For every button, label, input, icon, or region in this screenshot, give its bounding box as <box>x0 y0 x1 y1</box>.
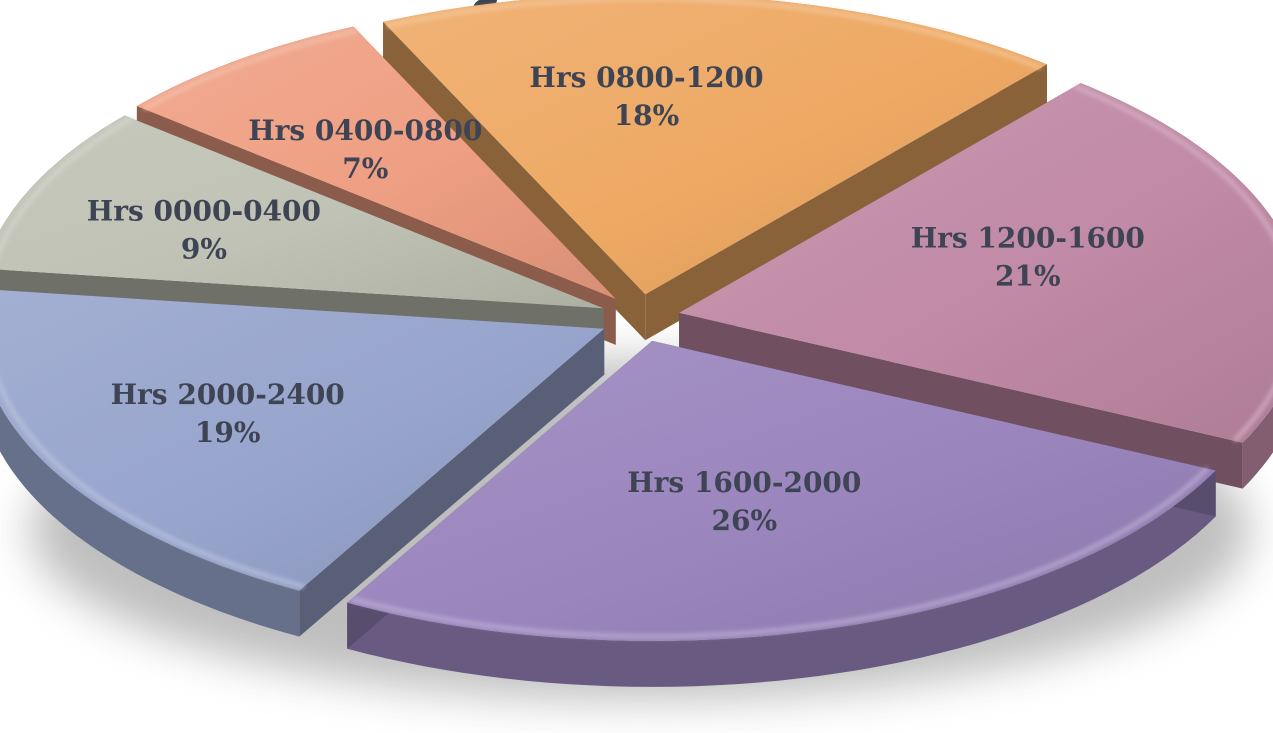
slice-label-1600-2000: Hrs 1600-2000 <box>627 466 861 499</box>
pie-slice-2000-2400-top <box>0 290 605 591</box>
pie-slice-0000-0400-top <box>0 115 604 309</box>
pie-slice-0400-0800-bevel <box>142 28 359 112</box>
pie-slice-0000-0400-bevel <box>0 116 134 257</box>
pie-slice-0800-1200-side-start <box>383 21 646 341</box>
pie-slice-0800-1200-side-end <box>645 64 1047 341</box>
pie-slice-1200-1600-top <box>679 83 1273 443</box>
slice-value-0400-0800: 7% <box>342 152 388 185</box>
pie-slice-2000-2400-bevel <box>0 378 305 590</box>
pie-slice-0800-1200-bevel <box>386 0 1042 71</box>
pie-slice-1600-2000-bevel <box>351 466 1210 639</box>
pie-slice-2000-2400 <box>0 290 605 637</box>
slice-value-2000-2400: 19% <box>195 416 261 449</box>
slice-label-1200-1600: Hrs 1200-1600 <box>911 222 1145 255</box>
pie-labels: Hrs 1200-1600 21% Hrs 1600-2000 26% Hrs 2000… <box>87 61 1145 537</box>
pie-slice-1200-1600-bevel <box>1073 84 1273 443</box>
slice-value-0000-0400: 9% <box>181 232 227 265</box>
slice-value-0800-1200: 18% <box>614 99 680 132</box>
pie-slice-0800-1200 <box>383 0 1047 341</box>
pie-slice-1600-2000-rim <box>347 470 1216 687</box>
slice-label-2000-2400: Hrs 2000-2400 <box>111 378 345 411</box>
pie-slice-2000-2400-rim <box>0 405 300 637</box>
pie-slice-1600-2000 <box>347 340 1216 687</box>
slice-value-1600-2000: 26% <box>712 504 778 537</box>
slice-value-1200-1600: 21% <box>995 260 1061 293</box>
slice-label-0800-1200: Hrs 0800-1200 <box>529 61 763 94</box>
slice-label-0000-0400: Hrs 0000-0400 <box>87 194 321 227</box>
pie-slice-0400-0800-top <box>136 26 616 299</box>
pie-slices <box>0 0 1273 687</box>
slice-label-0400-0800: Hrs 0400-0800 <box>248 114 482 147</box>
pie-slice-0800-1200-top <box>383 0 1047 295</box>
pie-slice-1600-2000-top <box>347 340 1216 641</box>
pie-slice-2000-2400-side-start <box>299 328 605 637</box>
